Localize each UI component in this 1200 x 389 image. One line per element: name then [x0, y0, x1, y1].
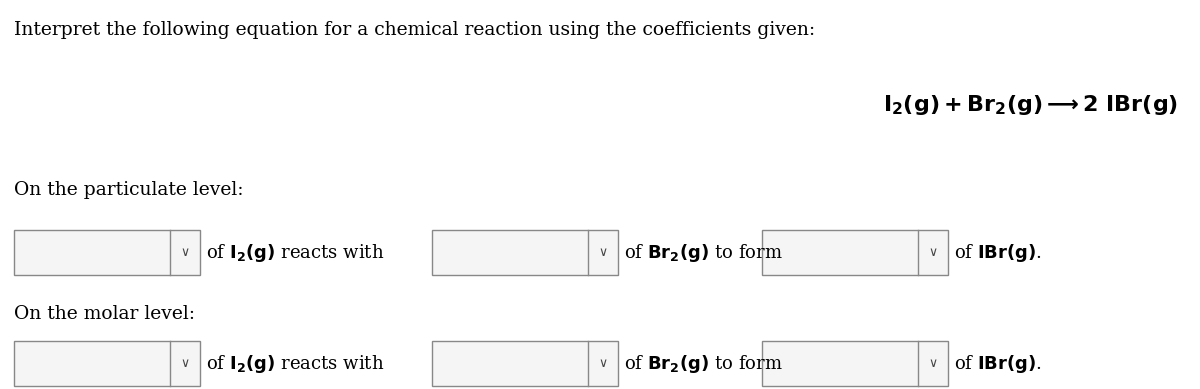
Bar — [14, 342, 200, 386]
Bar — [432, 230, 618, 275]
Text: of $\mathbf{Br_2(g)}$ to form: of $\mathbf{Br_2(g)}$ to form — [624, 353, 782, 375]
Text: ∨: ∨ — [599, 357, 607, 370]
Text: On the molar level:: On the molar level: — [14, 305, 196, 323]
Text: of $\mathbf{I_2}$$\mathbf{(g)}$ reacts with: of $\mathbf{I_2}$$\mathbf{(g)}$ reacts w… — [206, 353, 385, 375]
Text: of $\mathbf{I_2}$$\mathbf{(g)}$ reacts with: of $\mathbf{I_2}$$\mathbf{(g)}$ reacts w… — [206, 242, 385, 264]
Text: On the particulate level:: On the particulate level: — [14, 181, 244, 199]
Text: of $\mathbf{Br_2(g)}$ to form: of $\mathbf{Br_2(g)}$ to form — [624, 242, 782, 264]
Text: Interpret the following equation for a chemical reaction using the coefficients : Interpret the following equation for a c… — [14, 21, 816, 39]
Bar — [14, 230, 200, 275]
Bar — [762, 342, 948, 386]
Text: ∨: ∨ — [181, 246, 190, 259]
Bar — [432, 342, 618, 386]
Text: of $\mathbf{IBr(g)}$.: of $\mathbf{IBr(g)}$. — [954, 353, 1042, 375]
Text: ∨: ∨ — [181, 357, 190, 370]
Text: of $\mathbf{IBr(g)}$.: of $\mathbf{IBr(g)}$. — [954, 242, 1042, 264]
Text: ∨: ∨ — [929, 357, 937, 370]
Text: ∨: ∨ — [929, 246, 937, 259]
Text: ∨: ∨ — [599, 246, 607, 259]
Bar — [762, 230, 948, 275]
Text: $\mathbf{I_2(g) + Br_2(g) \longrightarrow 2\ IBr(g)}$: $\mathbf{I_2(g) + Br_2(g) \longrightarro… — [883, 93, 1178, 117]
